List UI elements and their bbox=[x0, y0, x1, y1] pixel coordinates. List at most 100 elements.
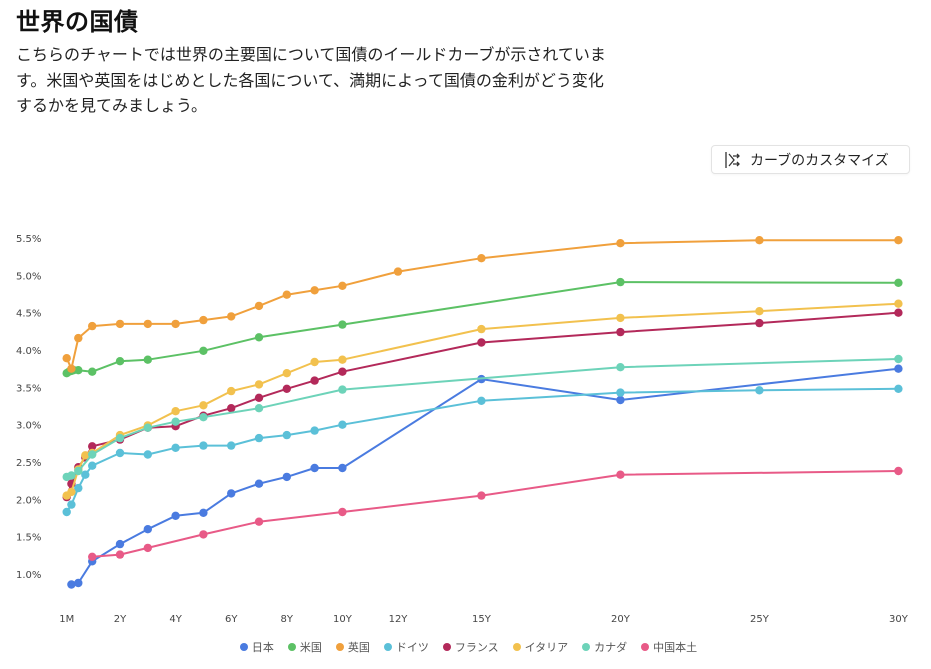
data-point[interactable] bbox=[282, 369, 291, 378]
data-point[interactable] bbox=[171, 407, 180, 416]
data-point[interactable] bbox=[88, 442, 97, 451]
data-point[interactable] bbox=[338, 463, 347, 473]
data-point[interactable] bbox=[227, 404, 236, 413]
data-point[interactable] bbox=[254, 393, 264, 402]
data-point[interactable] bbox=[310, 376, 319, 385]
data-point[interactable] bbox=[115, 539, 125, 549]
data-point[interactable] bbox=[616, 313, 625, 323]
data-point[interactable] bbox=[616, 327, 625, 337]
data-point[interactable] bbox=[310, 357, 319, 367]
data-point[interactable] bbox=[254, 433, 264, 443]
data-point[interactable] bbox=[67, 364, 76, 373]
data-point[interactable] bbox=[62, 354, 71, 363]
data-point[interactable] bbox=[199, 401, 208, 410]
data-point[interactable] bbox=[143, 450, 152, 459]
data-point[interactable] bbox=[755, 386, 764, 395]
data-point[interactable] bbox=[894, 364, 903, 373]
data-point[interactable] bbox=[115, 357, 125, 366]
data-point[interactable] bbox=[254, 479, 264, 488]
data-point[interactable] bbox=[477, 338, 486, 347]
data-point[interactable] bbox=[171, 511, 180, 520]
data-point[interactable] bbox=[67, 580, 76, 589]
data-point[interactable] bbox=[74, 366, 83, 375]
data-point[interactable] bbox=[227, 312, 236, 321]
data-point[interactable] bbox=[115, 433, 125, 443]
data-point[interactable] bbox=[227, 386, 236, 396]
data-point[interactable] bbox=[143, 319, 152, 329]
legend-item[interactable]: 米国 bbox=[287, 639, 322, 655]
legend-item[interactable]: 中国本土 bbox=[641, 639, 697, 655]
legend-item[interactable]: イタリア bbox=[512, 639, 568, 655]
data-point[interactable] bbox=[338, 367, 347, 376]
data-point[interactable] bbox=[171, 319, 180, 329]
data-point[interactable] bbox=[310, 286, 319, 295]
data-point[interactable] bbox=[477, 324, 486, 334]
data-point[interactable] bbox=[143, 543, 152, 553]
data-point[interactable] bbox=[477, 396, 486, 405]
data-point[interactable] bbox=[67, 487, 76, 497]
data-point[interactable] bbox=[88, 450, 97, 459]
legend-item[interactable]: ドイツ bbox=[383, 639, 429, 655]
data-point[interactable] bbox=[894, 384, 903, 393]
data-point[interactable] bbox=[88, 552, 97, 561]
data-point[interactable] bbox=[254, 333, 264, 342]
data-point[interactable] bbox=[67, 500, 76, 509]
data-point[interactable] bbox=[115, 550, 125, 559]
data-point[interactable] bbox=[894, 299, 903, 308]
data-point[interactable] bbox=[310, 426, 319, 435]
data-point[interactable] bbox=[199, 413, 208, 422]
data-point[interactable] bbox=[616, 363, 625, 372]
data-point[interactable] bbox=[74, 483, 83, 493]
data-point[interactable] bbox=[338, 385, 347, 394]
data-point[interactable] bbox=[282, 290, 291, 299]
data-point[interactable] bbox=[894, 466, 903, 476]
data-point[interactable] bbox=[143, 525, 152, 534]
legend-item[interactable]: 日本 bbox=[239, 639, 274, 655]
data-point[interactable] bbox=[171, 417, 180, 426]
data-point[interactable] bbox=[477, 491, 486, 500]
data-point[interactable] bbox=[143, 355, 152, 364]
data-point[interactable] bbox=[338, 507, 347, 517]
data-point[interactable] bbox=[254, 301, 264, 311]
data-point[interactable] bbox=[616, 470, 625, 479]
data-point[interactable] bbox=[227, 441, 236, 450]
data-point[interactable] bbox=[894, 354, 903, 364]
data-point[interactable] bbox=[81, 451, 90, 460]
data-point[interactable] bbox=[115, 319, 125, 329]
data-point[interactable] bbox=[81, 470, 90, 479]
data-point[interactable] bbox=[755, 236, 764, 245]
data-point[interactable] bbox=[894, 236, 903, 245]
data-point[interactable] bbox=[477, 254, 486, 263]
data-point[interactable] bbox=[74, 333, 83, 343]
data-point[interactable] bbox=[282, 472, 291, 482]
data-point[interactable] bbox=[88, 321, 97, 331]
data-point[interactable] bbox=[199, 315, 208, 325]
data-point[interactable] bbox=[227, 489, 236, 498]
data-point[interactable] bbox=[143, 423, 152, 432]
data-point[interactable] bbox=[616, 239, 625, 248]
data-point[interactable] bbox=[254, 404, 264, 413]
data-point[interactable] bbox=[894, 308, 903, 317]
data-point[interactable] bbox=[171, 443, 180, 452]
data-point[interactable] bbox=[616, 388, 625, 397]
data-point[interactable] bbox=[199, 508, 208, 517]
data-point[interactable] bbox=[616, 395, 625, 405]
data-point[interactable] bbox=[755, 318, 764, 328]
data-point[interactable] bbox=[199, 530, 208, 539]
data-point[interactable] bbox=[199, 346, 208, 355]
data-point[interactable] bbox=[894, 278, 903, 287]
data-point[interactable] bbox=[199, 441, 208, 450]
data-point[interactable] bbox=[755, 307, 764, 316]
data-point[interactable] bbox=[62, 507, 71, 517]
legend-item[interactable]: カナダ bbox=[582, 639, 627, 655]
data-point[interactable] bbox=[338, 355, 347, 364]
legend-item[interactable]: フランス bbox=[442, 639, 499, 655]
data-point[interactable] bbox=[338, 281, 347, 290]
customize-curve-button[interactable]: カーブのカスタマイズ bbox=[711, 145, 910, 174]
data-point[interactable] bbox=[282, 384, 291, 393]
data-point[interactable] bbox=[88, 367, 97, 376]
data-point[interactable] bbox=[310, 463, 319, 473]
data-point[interactable] bbox=[338, 320, 347, 329]
data-point[interactable] bbox=[393, 267, 403, 276]
data-point[interactable] bbox=[115, 448, 125, 458]
